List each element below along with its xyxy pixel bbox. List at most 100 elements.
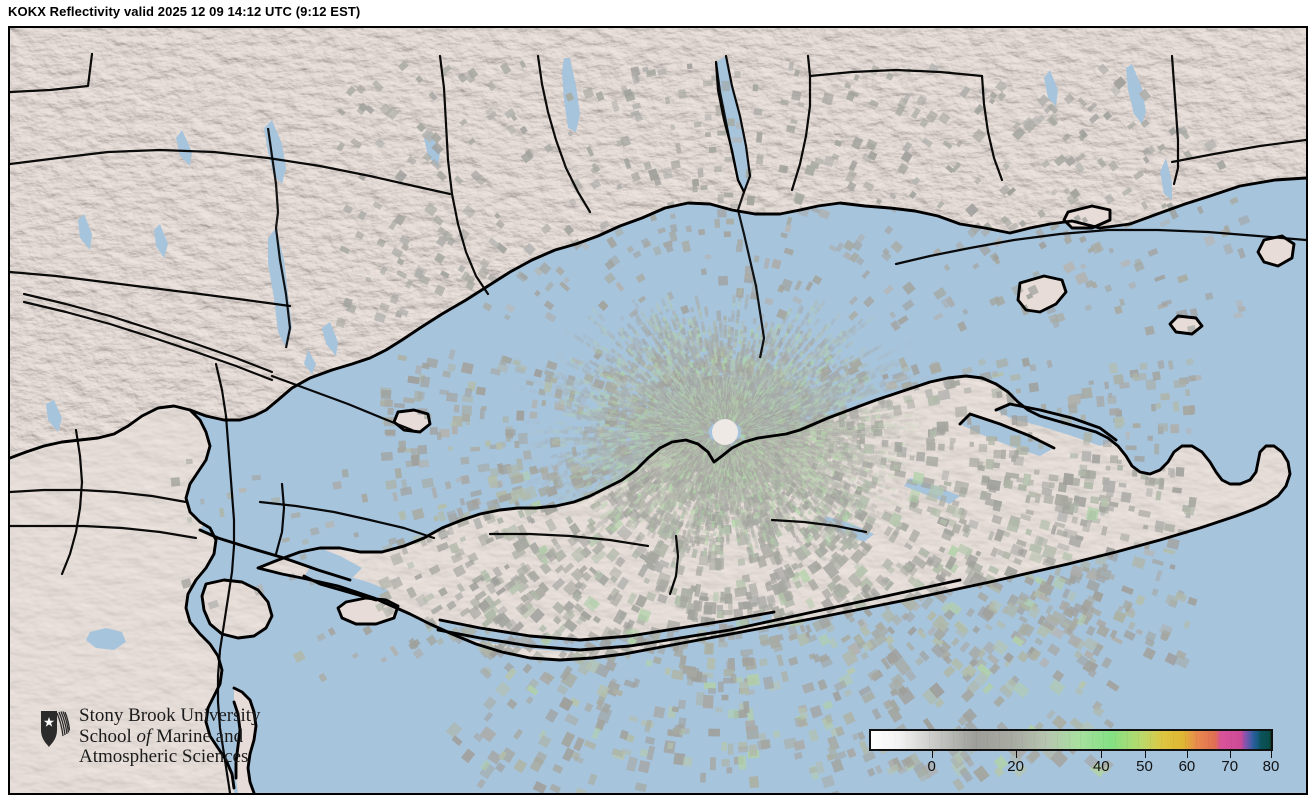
radar-echo-cell: [943, 263, 951, 272]
radar-echo-cell: [1196, 205, 1204, 215]
radar-echo-cell: [358, 173, 366, 181]
radar-echo-cell: [1172, 487, 1182, 494]
radar-echo-cell: [470, 446, 481, 452]
radar-echo-cell: [642, 66, 649, 73]
radar-echo-cell: [755, 154, 764, 165]
radar-echo-cell: [365, 276, 372, 283]
radar-echo-cell: [821, 91, 835, 106]
radar-map[interactable]: [10, 28, 1306, 793]
radar-echo-cell: [718, 275, 729, 286]
radar-echo-cell: [186, 516, 193, 523]
radar-echo-cell: [1170, 424, 1180, 434]
radar-echo-cell: [1020, 447, 1030, 453]
radar-echo-cell: [1102, 479, 1116, 493]
radar-echo-cell: [763, 257, 771, 270]
radar-echo-cell: [649, 214, 658, 222]
radar-echo-cell: [628, 308, 640, 318]
radar-echo-cell: [709, 757, 716, 771]
radar-echo-cell: [691, 178, 700, 187]
radar-echo-cell: [848, 310, 859, 321]
radar-echo-cell: [1131, 372, 1139, 382]
radar-echo-cell: [439, 270, 450, 279]
radar-echo-cell: [697, 168, 704, 178]
radar-echo-cell: [1096, 157, 1107, 169]
radar-echo-cell: [611, 100, 620, 112]
radar-echo-cell: [309, 527, 320, 536]
radar-echo-cell: [1074, 162, 1085, 173]
radar-echo-cell: [900, 150, 913, 164]
radar-echo-cell: [783, 247, 794, 256]
radar-echo-cell: [1013, 455, 1024, 466]
radar-echo-cell: [450, 421, 457, 427]
page-title: KOKX Reflectivity valid 2025 12 09 14:12…: [8, 4, 361, 19]
radar-echo-cell: [332, 480, 342, 490]
radar-echo-cell: [746, 607, 753, 616]
radar-echo-cell: [851, 136, 864, 150]
radar-echo-cell: [823, 155, 835, 168]
radar-echo-cell: [457, 72, 468, 84]
radar-spoke-cell: [731, 519, 736, 528]
radar-echo-cell: [730, 203, 740, 209]
radar-echo-cell: [1015, 388, 1022, 394]
radar-echo-cell: [1028, 382, 1040, 393]
radar-echo-cell: [1081, 216, 1089, 224]
radar-echo-cell: [1084, 279, 1095, 289]
radar-echo-cell: [1204, 292, 1214, 301]
radar-echo-cell: [1022, 116, 1035, 129]
radar-echo-cell: [1063, 235, 1073, 245]
radar-echo-cell: [921, 137, 933, 148]
radar-echo-cell: [716, 310, 722, 321]
radar-map-frame[interactable]: [8, 26, 1308, 795]
radar-echo-cell: [1049, 482, 1055, 489]
radar-spoke-cell: [926, 436, 932, 440]
radar-echo-cell: [462, 204, 476, 219]
radar-echo-cell: [630, 110, 641, 118]
radar-echo-cell: [680, 304, 690, 315]
radar-echo-cell: [403, 397, 415, 404]
radar-echo-cell: [1032, 270, 1040, 278]
radar-echo-cell: [793, 192, 805, 205]
radar-echo-cell: [723, 192, 734, 198]
radar-echo-cell: [1140, 119, 1150, 128]
radar-echo-cell: [1077, 97, 1088, 108]
radar-echo-cell: [726, 661, 735, 671]
radar-echo-cell: [862, 181, 875, 192]
radar-echo-cell: [717, 194, 724, 204]
radar-echo-cell: [957, 321, 968, 332]
radar-echo-cell: [972, 262, 980, 270]
radar-echo-cell: [486, 110, 498, 121]
radar-echo-cell: [1003, 479, 1014, 489]
radar-echo-cell: [727, 598, 733, 610]
radar-echo-cell: [1133, 170, 1145, 181]
radar-echo-cell: [616, 139, 624, 147]
radar-echo-cell: [1000, 408, 1008, 416]
radar-echo-cell: [597, 300, 609, 312]
radar-echo-cell: [730, 674, 737, 684]
radar-echo-cell: [318, 672, 328, 683]
radar-echo-cell: [1083, 432, 1093, 442]
radar-echo-cell: [397, 60, 409, 72]
radar-echo-cell: [843, 239, 856, 252]
radar-spoke-cell: [880, 441, 887, 446]
radar-echo-cell: [428, 91, 438, 101]
radar-echo-cell: [598, 220, 610, 231]
radar-echo-cell: [631, 102, 642, 110]
radar-echo-cell: [732, 137, 743, 143]
radar-echo-cell: [681, 240, 692, 253]
radar-echo-cell: [1107, 395, 1117, 405]
radar-echo-cell: [861, 269, 871, 280]
radar-echo-cell: [746, 673, 761, 687]
radar-echo-cell: [686, 63, 693, 70]
radar-echo-cell: [657, 68, 667, 76]
radar-echo-cell: [662, 240, 673, 248]
radar-echo-cell: [998, 184, 1011, 196]
radar-echo-cell: [430, 132, 442, 144]
radar-echo-cell: [949, 438, 956, 444]
radar-echo-cell: [1080, 263, 1087, 270]
radar-echo-cell: [764, 297, 774, 306]
radar-echo-cell: [717, 681, 724, 693]
radar-echo-cell: [853, 73, 860, 81]
radar-echo-cell: [1109, 455, 1119, 464]
radar-echo-cell: [504, 108, 516, 119]
radar-echo-cell: [180, 578, 192, 589]
